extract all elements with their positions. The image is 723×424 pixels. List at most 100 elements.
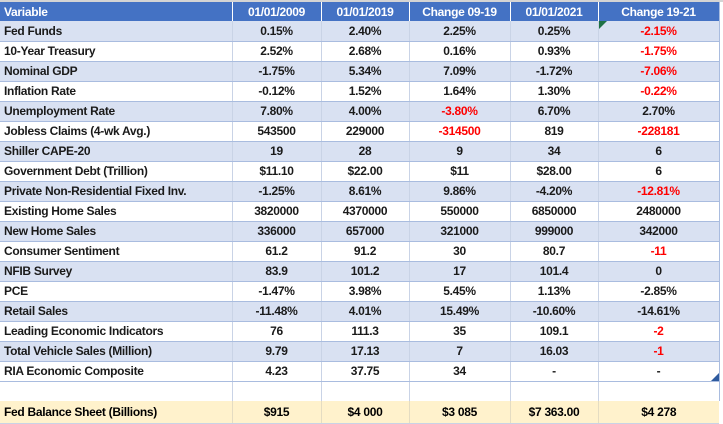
value-cell[interactable]: $28.00 [509, 161, 598, 182]
row-label-cell[interactable]: Retail Sales [0, 301, 232, 322]
value-cell[interactable]: -1.75% [231, 61, 321, 82]
value-cell[interactable]: 3820000 [231, 201, 321, 222]
value-cell[interactable]: 7 [408, 341, 510, 362]
value-cell[interactable]: 819 [509, 121, 598, 142]
value-cell[interactable]: 657000 [320, 221, 409, 242]
row-label-cell[interactable]: Consumer Sentiment [0, 241, 232, 262]
row-label-cell[interactable]: RIA Economic Composite [0, 361, 232, 382]
row-label-cell[interactable]: Shiller CAPE-20 [0, 141, 232, 162]
value-cell[interactable]: 5.45% [408, 281, 510, 302]
value-cell[interactable]: $22.00 [320, 161, 409, 182]
value-cell[interactable]: -7.06% [597, 61, 720, 82]
value-cell[interactable]: -2.85% [597, 281, 720, 302]
spacer-cell[interactable] [231, 381, 321, 401]
value-cell[interactable]: 6 [597, 141, 720, 162]
value-cell[interactable]: 6850000 [509, 201, 598, 222]
value-cell[interactable]: 16.03 [509, 341, 598, 362]
spacer-cell[interactable] [0, 381, 232, 401]
value-cell[interactable]: -11.48% [231, 301, 321, 322]
column-header-1[interactable]: 01/01/2019 [320, 2, 409, 21]
value-cell[interactable]: 999000 [509, 221, 598, 242]
footer-value-cell[interactable]: $4 278 [597, 401, 719, 424]
value-cell[interactable]: 0.25% [509, 21, 598, 42]
value-cell[interactable]: 1.52% [320, 81, 409, 102]
value-cell[interactable]: 76 [231, 321, 321, 342]
value-cell[interactable]: 5.34% [320, 61, 409, 82]
spacer-cell[interactable] [408, 381, 510, 401]
value-cell[interactable]: 7.80% [231, 101, 321, 122]
spacer-cell[interactable] [509, 381, 598, 401]
row-label-cell[interactable]: Government Debt (Trillion) [0, 161, 232, 182]
value-cell[interactable]: - [509, 361, 598, 382]
value-cell[interactable]: 9.86% [408, 181, 510, 202]
column-header-variable[interactable]: Variable [0, 2, 232, 21]
value-cell[interactable]: -0.12% [231, 81, 321, 102]
value-cell[interactable]: - [597, 361, 720, 382]
row-label-cell[interactable]: Jobless Claims (4-wk Avg.) [0, 121, 232, 142]
value-cell[interactable]: 3.98% [320, 281, 409, 302]
value-cell[interactable]: -1 [597, 341, 720, 362]
value-cell[interactable]: 15.49% [408, 301, 510, 322]
value-cell[interactable]: -0.22% [597, 81, 720, 102]
value-cell[interactable]: 19 [231, 141, 321, 162]
value-cell[interactable]: 0 [597, 261, 720, 282]
value-cell[interactable]: -4.20% [509, 181, 598, 202]
column-header-3[interactable]: 01/01/2021 [509, 2, 598, 21]
value-cell[interactable]: 34 [509, 141, 598, 162]
value-cell[interactable]: -1.75% [597, 41, 720, 62]
row-label-cell[interactable]: 10-Year Treasury [0, 41, 232, 62]
row-label-cell[interactable]: Existing Home Sales [0, 201, 232, 222]
value-cell[interactable]: 111.3 [320, 321, 409, 342]
row-label-cell[interactable]: Fed Funds [0, 21, 232, 42]
value-cell[interactable]: 2.68% [320, 41, 409, 62]
value-cell[interactable]: -2.15% [597, 21, 720, 42]
value-cell[interactable]: 4370000 [320, 201, 409, 222]
row-label-cell[interactable]: NFIB Survey [0, 261, 232, 282]
value-cell[interactable]: 2.52% [231, 41, 321, 62]
value-cell[interactable]: 0.15% [231, 21, 321, 42]
value-cell[interactable]: 9.79 [231, 341, 321, 362]
value-cell[interactable]: 34 [408, 361, 510, 382]
value-cell[interactable]: -10.60% [509, 301, 598, 322]
row-label-cell[interactable]: Private Non-Residential Fixed Inv. [0, 181, 232, 202]
value-cell[interactable]: 80.7 [509, 241, 598, 262]
value-cell[interactable]: -314500 [408, 121, 510, 142]
footer-value-cell[interactable]: $7 363.00 [509, 401, 598, 424]
value-cell[interactable]: -228181 [597, 121, 720, 142]
value-cell[interactable]: 101.2 [320, 261, 409, 282]
value-cell[interactable]: 321000 [408, 221, 510, 242]
value-cell[interactable]: $11 [408, 161, 510, 182]
column-header-2[interactable]: Change 09-19 [408, 2, 510, 21]
footer-value-cell[interactable]: $4 000 [320, 401, 409, 424]
spacer-cell[interactable] [597, 381, 720, 401]
value-cell[interactable]: 101.4 [509, 261, 598, 282]
value-cell[interactable]: 109.1 [509, 321, 598, 342]
value-cell[interactable]: 7.09% [408, 61, 510, 82]
value-cell[interactable]: 4.23 [231, 361, 321, 382]
value-cell[interactable]: 6 [597, 161, 720, 182]
row-label-cell[interactable]: PCE [0, 281, 232, 302]
row-label-cell[interactable]: Total Vehicle Sales (Million) [0, 341, 232, 362]
value-cell[interactable]: 1.13% [509, 281, 598, 302]
value-cell[interactable]: 28 [320, 141, 409, 162]
row-label-cell[interactable]: Unemployment Rate [0, 101, 232, 122]
value-cell[interactable]: -11 [597, 241, 720, 262]
value-cell[interactable]: -1.25% [231, 181, 321, 202]
value-cell[interactable]: 2.70% [597, 101, 720, 122]
column-header-4[interactable]: Change 19-21 [597, 2, 720, 21]
value-cell[interactable]: -1.72% [509, 61, 598, 82]
value-cell[interactable]: 550000 [408, 201, 510, 222]
value-cell[interactable]: 6.70% [509, 101, 598, 122]
row-label-cell[interactable]: Leading Economic Indicators [0, 321, 232, 342]
value-cell[interactable]: 17 [408, 261, 510, 282]
column-header-0[interactable]: 01/01/2009 [231, 2, 321, 21]
value-cell[interactable]: 4.00% [320, 101, 409, 122]
value-cell[interactable]: 1.30% [509, 81, 598, 102]
value-cell[interactable]: 83.9 [231, 261, 321, 282]
value-cell[interactable]: -14.61% [597, 301, 720, 322]
value-cell[interactable]: 35 [408, 321, 510, 342]
row-label-cell[interactable]: New Home Sales [0, 221, 232, 242]
value-cell[interactable]: 61.2 [231, 241, 321, 262]
value-cell[interactable]: 2.40% [320, 21, 409, 42]
value-cell[interactable]: 4.01% [320, 301, 409, 322]
